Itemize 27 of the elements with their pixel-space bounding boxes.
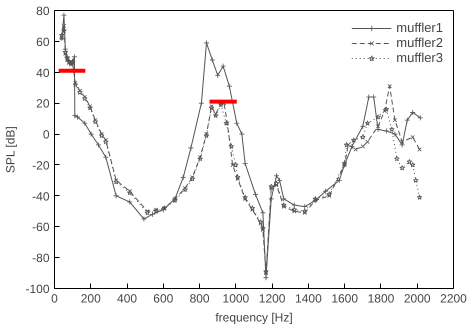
legend-label: muffler1 (396, 20, 443, 35)
x-tick-label: 1800 (368, 292, 395, 306)
x-tick-label: 2000 (404, 292, 431, 306)
x-tick-label: 0 (51, 292, 58, 306)
y-tick-label: 80 (36, 4, 50, 18)
y-tick-label: 20 (36, 96, 50, 111)
y-tick-label: -20 (32, 158, 50, 172)
legend-label: muffler2 (396, 35, 443, 50)
legend-label: muffler3 (396, 50, 443, 65)
y-tick-label: -40 (32, 189, 50, 204)
x-tick-label: 800 (190, 292, 210, 306)
y-tick-label: 0 (42, 128, 50, 142)
x-tick-label: 2200 (440, 292, 468, 306)
y-tick-label: 40 (36, 66, 50, 80)
x-tick-label: 1200 (258, 292, 286, 306)
x-tick-label: 1600 (331, 292, 358, 306)
x-tick-label: 600 (153, 292, 174, 306)
x-tick-label: 200 (80, 292, 102, 306)
y-axis-title: SPL [dB] (3, 126, 18, 174)
x-tick-label: 400 (117, 292, 138, 306)
x-tick-label: 1000 (222, 292, 250, 306)
x-tick-label: 1400 (295, 292, 322, 306)
y-tick-label: -100 (25, 282, 50, 296)
y-tick-label: -80 (32, 251, 50, 266)
x-axis-title: frequency [Hz] (215, 310, 293, 324)
y-tick-label: 60 (36, 34, 50, 49)
y-tick-label: -60 (32, 220, 50, 234)
